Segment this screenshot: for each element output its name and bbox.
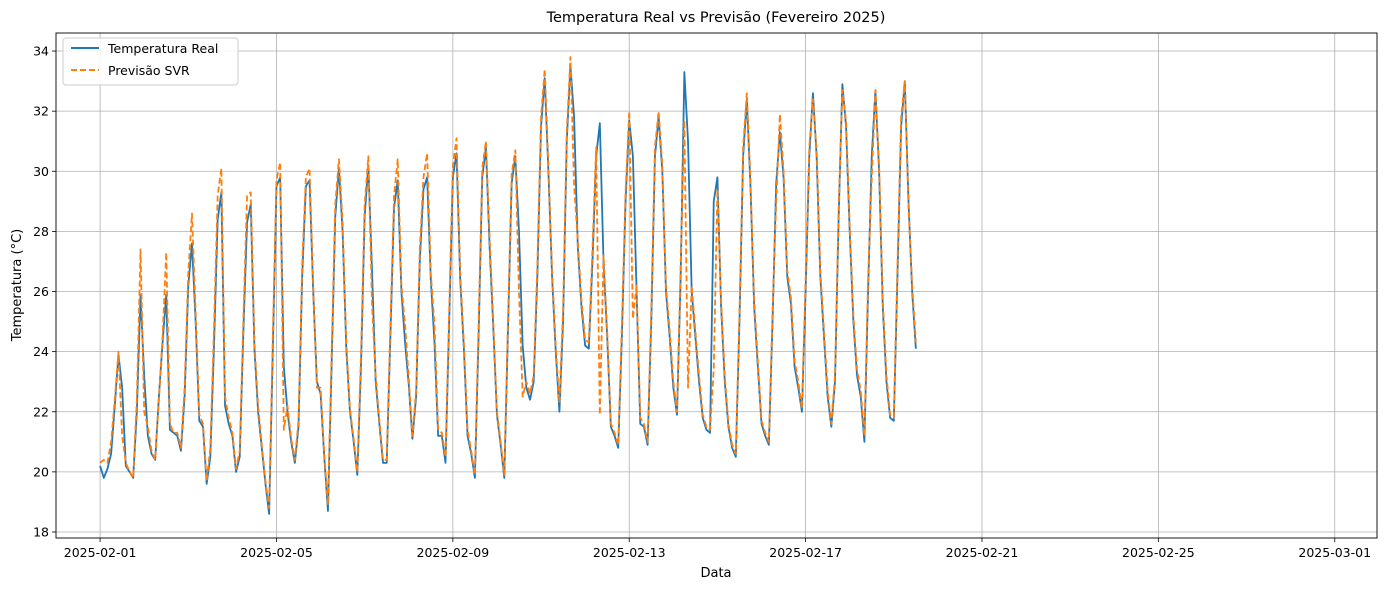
y-tick-label: 28 (33, 224, 49, 239)
legend-label-previsao-svr: Previsão SVR (108, 63, 190, 78)
legend-label-temperatura-real: Temperatura Real (107, 41, 218, 56)
x-tick-label: 2025-02-17 (769, 545, 842, 560)
x-axis-label: Data (700, 566, 731, 581)
x-tick-label: 2025-03-01 (1298, 545, 1371, 560)
legend-box (62, 37, 239, 86)
x-tick-label: 2025-02-05 (240, 545, 313, 560)
series-line-previsao-svr (99, 56, 917, 509)
y-tick-label: 22 (33, 404, 49, 419)
x-tick-label: 2025-02-01 (64, 545, 137, 560)
y-tick-label: 24 (33, 344, 49, 359)
x-tick-label: 2025-02-25 (1122, 545, 1195, 560)
y-axis-ticks: 18 20 22 24 26 28 30 32 34 (33, 44, 56, 539)
y-tick-label: 32 (33, 104, 49, 119)
x-tick-label: 2025-02-13 (593, 545, 666, 560)
y-tick-label: 26 (33, 284, 49, 299)
y-tick-label: 20 (33, 464, 49, 479)
series-layer (99, 56, 917, 515)
chart-title: Temperatura Real vs Previsão (Fevereiro … (546, 10, 886, 26)
y-tick-label: 34 (33, 44, 49, 59)
x-tick-label: 2025-02-09 (417, 545, 490, 560)
plot-area-frame (55, 32, 1378, 539)
y-axis-label: Temperatura (°C) (10, 229, 25, 342)
legend: Temperatura Real Previsão SVR (62, 37, 239, 86)
y-tick-label: 18 (33, 524, 49, 539)
y-tick-label: 30 (33, 164, 49, 179)
x-tick-label: 2025-02-21 (946, 545, 1019, 560)
x-axis-ticks: 2025-02-01 2025-02-05 2025-02-09 2025-02-13… (64, 538, 1371, 560)
